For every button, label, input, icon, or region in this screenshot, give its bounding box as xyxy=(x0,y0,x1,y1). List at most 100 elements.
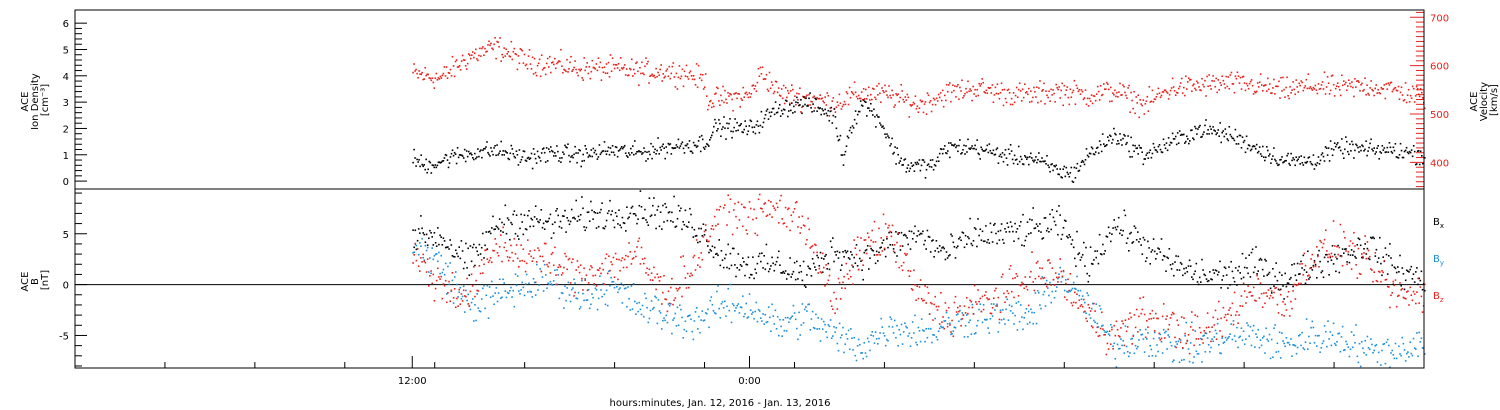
bx-point xyxy=(819,251,822,254)
by-point xyxy=(1326,345,1328,348)
bx-point xyxy=(1424,289,1426,292)
by-point xyxy=(810,318,813,320)
legend-bx: Bx xyxy=(1433,217,1444,230)
bz-point xyxy=(799,232,801,234)
velocity-point xyxy=(1189,79,1191,81)
by-point xyxy=(1224,336,1227,339)
density-point xyxy=(1223,135,1226,138)
by-point xyxy=(455,271,457,273)
density-point xyxy=(868,107,870,109)
density-point xyxy=(838,138,841,141)
density-point xyxy=(978,153,980,156)
bz-point xyxy=(1166,315,1168,317)
bx-point xyxy=(826,268,828,270)
bx-point xyxy=(1348,261,1351,264)
bx-point xyxy=(1086,272,1088,275)
bx-point xyxy=(1404,279,1407,282)
bz-point xyxy=(507,259,510,262)
b-tick-label: 0 xyxy=(63,281,69,292)
bz-point xyxy=(459,303,462,305)
density-point xyxy=(1227,139,1230,142)
velocity-point xyxy=(1319,87,1322,90)
bz-point xyxy=(1174,336,1176,339)
density-point xyxy=(425,158,427,161)
bx-point xyxy=(491,227,493,229)
velocity-point xyxy=(965,87,967,90)
velocity-point xyxy=(1103,83,1105,85)
by-point xyxy=(1041,276,1043,278)
bz-point xyxy=(1068,289,1070,292)
velocity-point xyxy=(653,74,655,77)
bz-point xyxy=(752,218,754,221)
bx-point xyxy=(1125,242,1128,244)
velocity-point xyxy=(1310,87,1313,90)
bx-point xyxy=(970,242,973,245)
bx-point xyxy=(778,250,780,253)
density-point xyxy=(915,163,918,166)
velocity-point xyxy=(415,68,417,71)
velocity-point xyxy=(934,103,937,106)
bx-point xyxy=(664,203,666,205)
bz-point xyxy=(554,246,556,249)
by-point xyxy=(1065,279,1067,281)
velocity-point xyxy=(1307,73,1310,75)
bz-point xyxy=(476,289,478,292)
by-point xyxy=(996,303,998,306)
bx-point xyxy=(413,246,415,249)
bz-point xyxy=(769,213,771,216)
bz-point xyxy=(975,301,977,303)
bx-point xyxy=(419,232,421,234)
velocity-point xyxy=(693,78,696,81)
velocity-point xyxy=(1205,95,1207,97)
velocity-point xyxy=(1314,84,1317,87)
density-point xyxy=(543,151,546,154)
bz-point xyxy=(667,290,670,293)
density-point xyxy=(753,126,756,128)
density-point xyxy=(885,136,887,139)
density-point xyxy=(1070,166,1073,169)
density-point xyxy=(1307,157,1310,159)
by-point xyxy=(1221,337,1223,339)
bx-point xyxy=(542,222,545,225)
bx-point xyxy=(1158,248,1160,250)
velocity-point xyxy=(690,75,693,77)
density-point xyxy=(963,144,965,147)
bx-point xyxy=(412,229,414,231)
velocity-point xyxy=(1054,101,1056,103)
by-point xyxy=(640,313,643,316)
density-point xyxy=(1239,134,1242,137)
bz-point xyxy=(1048,259,1050,261)
bz-point xyxy=(835,298,837,300)
bz-point xyxy=(1152,317,1155,319)
density-point xyxy=(1324,146,1327,148)
bz-point xyxy=(742,225,744,228)
velocity-point xyxy=(475,48,477,51)
bx-point xyxy=(665,206,668,209)
bx-point xyxy=(644,208,646,211)
bz-series xyxy=(412,193,1426,356)
bx-point xyxy=(1135,239,1138,241)
density-point xyxy=(998,155,1001,158)
bz-point xyxy=(1075,301,1077,304)
by-point xyxy=(1291,355,1293,357)
velocity-point xyxy=(630,68,632,71)
bz-point xyxy=(622,266,625,269)
bx-point xyxy=(1176,269,1178,271)
velocity-point xyxy=(812,96,814,99)
by-point xyxy=(1171,360,1174,363)
bz-point xyxy=(1389,306,1391,309)
bx-point xyxy=(730,264,733,267)
bz-point xyxy=(520,244,522,246)
by-point xyxy=(627,286,629,288)
velocity-point xyxy=(861,99,864,101)
bz-point xyxy=(1335,256,1337,258)
bx-point xyxy=(1041,238,1043,240)
by-point xyxy=(814,327,816,330)
bz-point xyxy=(429,275,431,277)
velocity-point xyxy=(749,96,752,98)
bz-point xyxy=(641,258,644,260)
density-point xyxy=(726,122,728,125)
velocity-point xyxy=(830,110,833,112)
velocity-point xyxy=(412,71,414,74)
